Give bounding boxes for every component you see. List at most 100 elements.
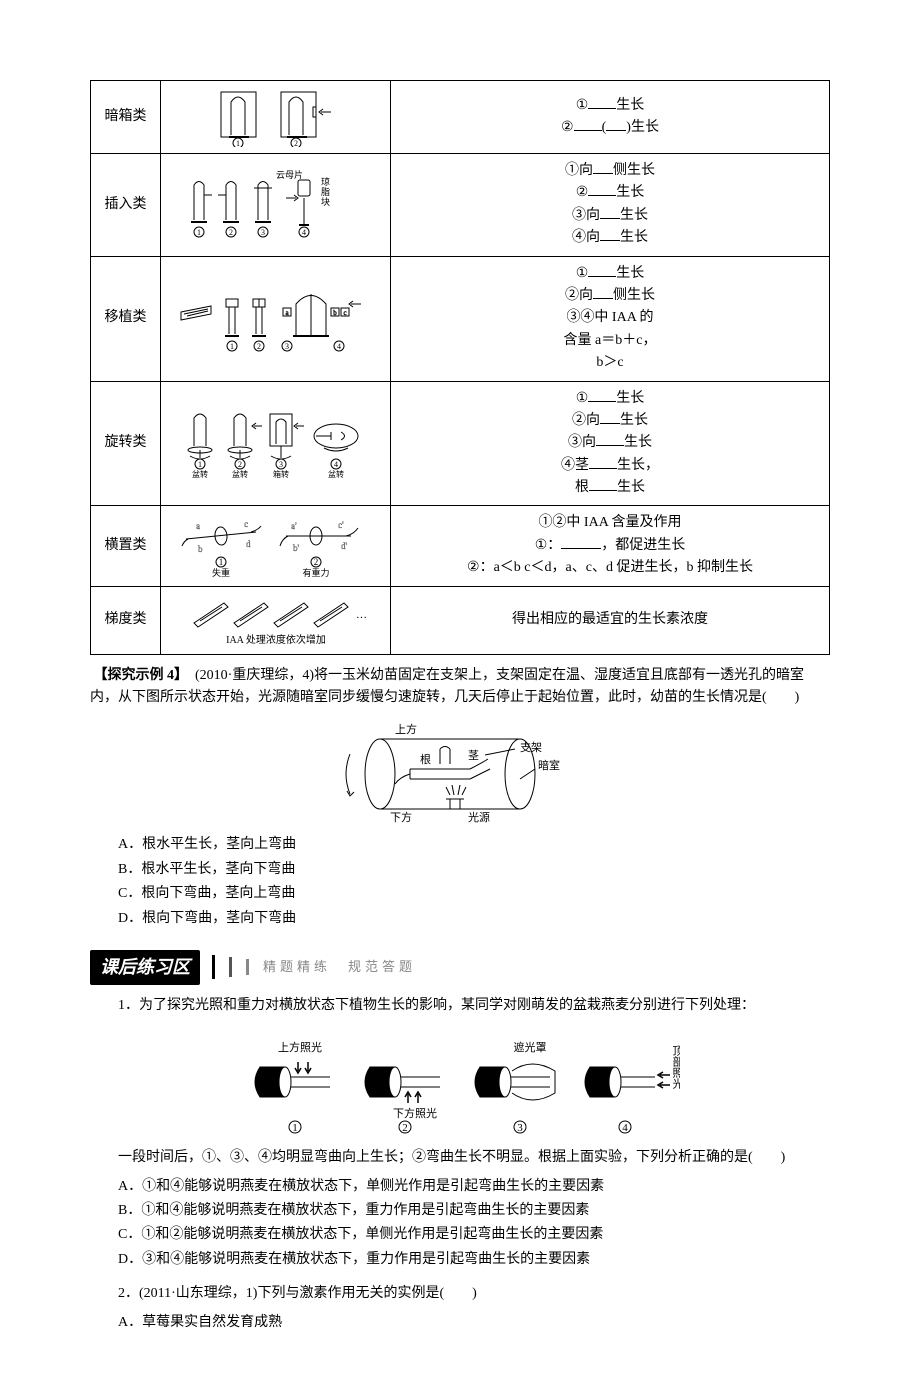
gradient-diagram: … IAA 处理浓度依次增加 (186, 593, 366, 648)
result-cell: ①生长 ②向生长 ③向生长 ④茎生长， 根生长 (391, 381, 830, 506)
svg-text:脂: 脂 (321, 186, 330, 197)
svg-text:支架: 支架 (520, 741, 542, 754)
svg-text:3: 3 (261, 228, 265, 237)
svg-text:云母片: 云母片 (276, 170, 303, 180)
svg-text:d': d' (341, 541, 348, 551)
result-line: ④茎生长， (399, 455, 821, 477)
diagram-cell: 1盆转 2盆转 3箱转 4盆转 (161, 381, 391, 506)
type-cell: 插入类 (91, 154, 161, 257)
svg-text:块: 块 (321, 196, 330, 207)
example4-tag: 【探究示例 4】 (94, 668, 189, 683)
svg-text:2: 2 (294, 139, 298, 147)
svg-text:3: 3 (517, 1122, 523, 1134)
svg-text:4: 4 (622, 1122, 628, 1134)
svg-text:d: d (246, 539, 251, 549)
rotate-diagram: 1盆转 2盆转 3箱转 4盆转 (176, 406, 376, 481)
svg-text:1: 1 (197, 228, 201, 237)
darkbox-diagram: 1 2 (201, 87, 351, 147)
svg-text:b': b' (293, 543, 300, 553)
result-line: ②生长 (399, 182, 821, 204)
result-cell: ①②中 IAA 含量及作用 ①：，都促进生长 ②：a＜b c＜d，a、c、d 促… (391, 506, 830, 586)
example4-text: 【探究示例 4】 (2010·重庆理综，4)将一玉米幼苗固定在支架上，支架固定在… (90, 665, 830, 710)
result-line: ①②中 IAA 含量及作用 (399, 512, 821, 534)
result-line: b＞c (399, 352, 821, 374)
svg-text:盆转: 盆转 (328, 469, 344, 479)
choice-c: C．①和②能够说明燕麦在横放状态下，单侧光作用是引起弯曲生长的主要因素 (118, 1224, 830, 1246)
q2-text: 2．(2011·山东理综，1)下列与激素作用无关的实例是( ) (90, 1283, 830, 1305)
result-line: 得出相应的最适宜的生长素浓度 (399, 609, 821, 631)
svg-text:a: a (196, 521, 200, 531)
svg-text:4: 4 (337, 342, 341, 351)
svg-text:1: 1 (230, 342, 234, 351)
svg-text:暗室: 暗室 (538, 758, 560, 772)
result-line: ①生长 (399, 95, 821, 117)
svg-text:IAA 处理浓度依次增加: IAA 处理浓度依次增加 (226, 633, 326, 646)
q1-choices: A．①和④能够说明燕麦在横放状态下，单侧光作用是引起弯曲生长的主要因素 B．①和… (118, 1176, 830, 1272)
section-subtitle: 精题精练 规范答题 (263, 957, 416, 978)
section-title: 课后练习区 (90, 950, 200, 985)
svg-text:b: b (198, 544, 203, 554)
result-line: ③④中 IAA 的 (399, 307, 821, 329)
example4-cite: (2010·重庆理综，4) (195, 668, 314, 683)
result-line: ④向生长 (399, 227, 821, 249)
type-cell: 暗箱类 (91, 81, 161, 154)
result-line: ③向生长 (399, 205, 821, 227)
example4-figure: 上方 根 茎 支架 暗室 下方 光源 (90, 719, 830, 824)
choice-a: A．草莓果实自然发育成熟 (118, 1312, 830, 1334)
svg-text:上方照光: 上方照光 (278, 1040, 322, 1054)
section-header: 课后练习区 精题精练 规范答题 (90, 950, 830, 985)
svg-text:光源: 光源 (468, 810, 490, 824)
svg-text:1: 1 (218, 557, 223, 567)
choice-d: D．根向下弯曲，茎向下弯曲 (118, 908, 830, 930)
diagram-cell: a b c 1 2 3 4 (161, 256, 391, 381)
svg-text:下方照光: 下方照光 (393, 1106, 437, 1120)
svg-text:3: 3 (279, 460, 283, 469)
table-row: 梯度类 … IAA 处理浓度依次增加 得出相应的最适宜的生长素浓度 (91, 586, 830, 654)
result-cell: ①生长 ②()生长 (391, 81, 830, 154)
type-cell: 梯度类 (91, 586, 161, 654)
table-row: 移植类 a b (91, 256, 830, 381)
svg-text:根: 根 (420, 752, 431, 766)
choice-b: B．①和④能够说明燕麦在横放状态下，重力作用是引起弯曲生长的主要因素 (118, 1200, 830, 1222)
result-cell: ①生长 ②向侧生长 ③④中 IAA 的 含量 a＝b＋c， b＞c (391, 256, 830, 381)
result-line: ②()生长 (399, 117, 821, 139)
experiment-categories-table: 暗箱类 1 2 ①生长 ②()生长 (90, 80, 830, 655)
transplant-diagram: a b c 1 2 3 4 (171, 284, 381, 354)
table-row: 旋转类 (91, 381, 830, 506)
diagram-cell: … IAA 处理浓度依次增加 (161, 586, 391, 654)
type-cell: 旋转类 (91, 381, 161, 506)
result-cell: ①向侧生长 ②生长 ③向生长 ④向生长 (391, 154, 830, 257)
svg-text:盆转: 盆转 (192, 469, 208, 479)
q2-choices: A．草莓果实自然发育成熟 (118, 1312, 830, 1334)
example4-choices: A．根水平生长，茎向上弯曲 B．根水平生长，茎向下弯曲 C．根向下弯曲，茎向上弯… (118, 834, 830, 930)
result-line: 含量 a＝b＋c， (399, 330, 821, 352)
choice-a: A．①和④能够说明燕麦在横放状态下，单侧光作用是引起弯曲生长的主要因素 (118, 1176, 830, 1198)
q1-figure: 上方照光 下方照光 遮光罩 顶部照光 1 2 3 4 (90, 1027, 830, 1137)
svg-text:1: 1 (236, 139, 240, 147)
svg-text:2: 2 (257, 342, 261, 351)
svg-text:茎: 茎 (468, 749, 479, 762)
q1-post: 一段时间后，①、③、④均明显弯曲向上生长；②弯曲生长不明显。根据上面实验，下列分… (90, 1147, 830, 1169)
svg-text:2: 2 (402, 1122, 408, 1134)
svg-text:2: 2 (313, 557, 318, 567)
result-line: ①向侧生长 (399, 160, 821, 182)
svg-text:琼: 琼 (321, 176, 330, 187)
svg-text:a': a' (291, 521, 297, 531)
svg-text:…: … (356, 609, 366, 621)
svg-text:下方: 下方 (390, 810, 412, 824)
choice-a: A．根水平生长，茎向上弯曲 (118, 834, 830, 856)
type-cell: 横置类 (91, 506, 161, 586)
svg-text:有重力: 有重力 (302, 567, 329, 578)
result-line: ①生长 (399, 263, 821, 285)
result-line: 根生长 (399, 477, 821, 499)
svg-text:2: 2 (229, 228, 233, 237)
result-cell: 得出相应的最适宜的生长素浓度 (391, 586, 830, 654)
table-row: 暗箱类 1 2 ①生长 ②()生长 (91, 81, 830, 154)
result-line: ①生长 (399, 388, 821, 410)
choice-d: D．③和④能够说明燕麦在横放状态下，重力作用是引起弯曲生长的主要因素 (118, 1249, 830, 1271)
svg-text:2: 2 (238, 460, 242, 469)
result-line: ②向生长 (399, 410, 821, 432)
insert-diagram: 云母片 琼脂块 1 2 3 4 (176, 170, 376, 240)
svg-text:3: 3 (285, 342, 289, 351)
horizontal-diagram: a b c d a' b' c' d' 1失重 2有重力 (176, 514, 376, 579)
